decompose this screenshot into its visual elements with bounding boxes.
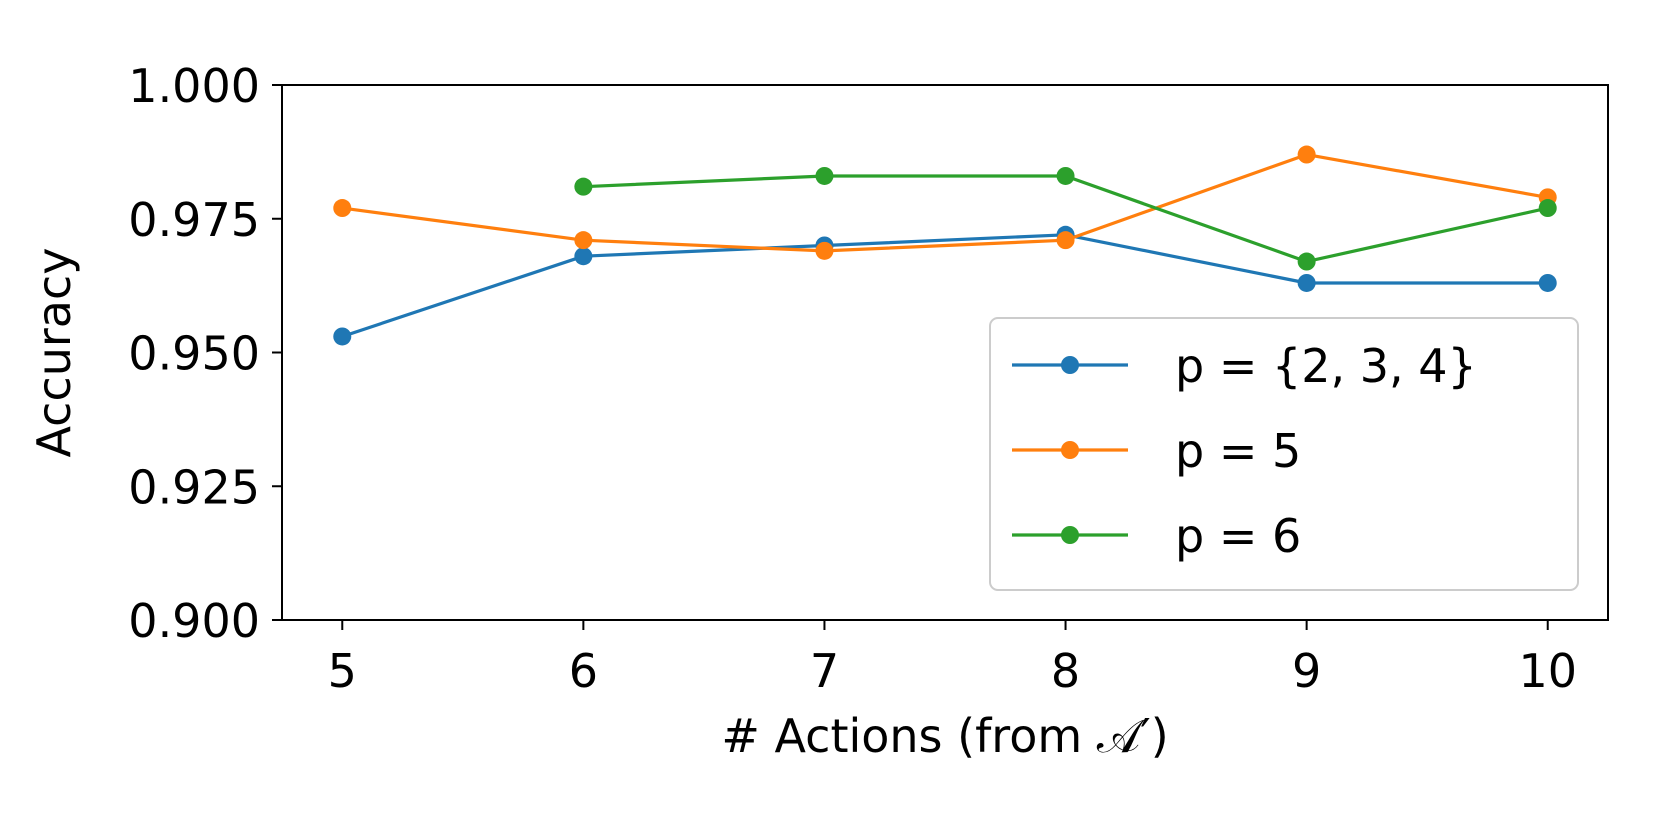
y-tick-label: 0.925	[128, 460, 260, 514]
x-axis-label: # Actions (from 𝒜′)	[721, 709, 1168, 763]
legend-label: p = 6	[1175, 509, 1301, 563]
data-point	[333, 327, 352, 346]
x-tick-label: 8	[1051, 644, 1080, 698]
legend-box	[989, 317, 1579, 591]
series-layer	[333, 145, 1557, 346]
y-tick-label: 0.900	[128, 594, 260, 648]
data-point	[1056, 166, 1075, 185]
y-tick-label: 0.950	[128, 327, 260, 381]
legend-entry: p = 5	[1012, 424, 1301, 478]
series-line	[341, 233, 1548, 339]
data-point	[1538, 273, 1557, 292]
x-tick-label: 5	[328, 644, 357, 698]
x-tick-label: 10	[1518, 644, 1577, 698]
data-point	[1297, 145, 1316, 164]
ticks-layer: 5 6 7 8 9 10 0.900 0.925 0.950 0.975 1.000	[128, 59, 1577, 698]
series-3	[574, 166, 1557, 271]
data-point	[1056, 231, 1075, 250]
data-point	[574, 231, 593, 250]
y-tick-label: 1.000	[128, 59, 260, 113]
x-tick-label: 6	[569, 644, 598, 698]
legend-label: p = 5	[1175, 424, 1301, 478]
y-axis-label: Accuracy	[27, 247, 81, 457]
legend-marker	[1061, 441, 1079, 459]
series-2	[333, 145, 1557, 260]
legend-marker	[1061, 526, 1079, 544]
data-point	[815, 166, 834, 185]
data-point	[815, 241, 834, 260]
legend-entry: p = {2, 3, 4}	[1012, 339, 1477, 393]
x-tick-label: 9	[1292, 644, 1321, 698]
legend-label: p = {2, 3, 4}	[1175, 339, 1477, 393]
legend-entry: p = 6	[1012, 509, 1301, 563]
y-tick-label: 0.975	[128, 193, 260, 247]
legend-marker	[1061, 356, 1079, 374]
data-point	[1297, 273, 1316, 292]
legend: p = {2, 3, 4} p = 5 p = 6	[989, 317, 1579, 591]
data-point	[333, 199, 352, 218]
data-point	[1538, 199, 1557, 218]
x-tick-label: 7	[810, 644, 839, 698]
data-point	[574, 177, 593, 196]
data-point	[574, 247, 593, 266]
series-line	[342, 153, 1548, 253]
data-point	[1297, 252, 1316, 271]
